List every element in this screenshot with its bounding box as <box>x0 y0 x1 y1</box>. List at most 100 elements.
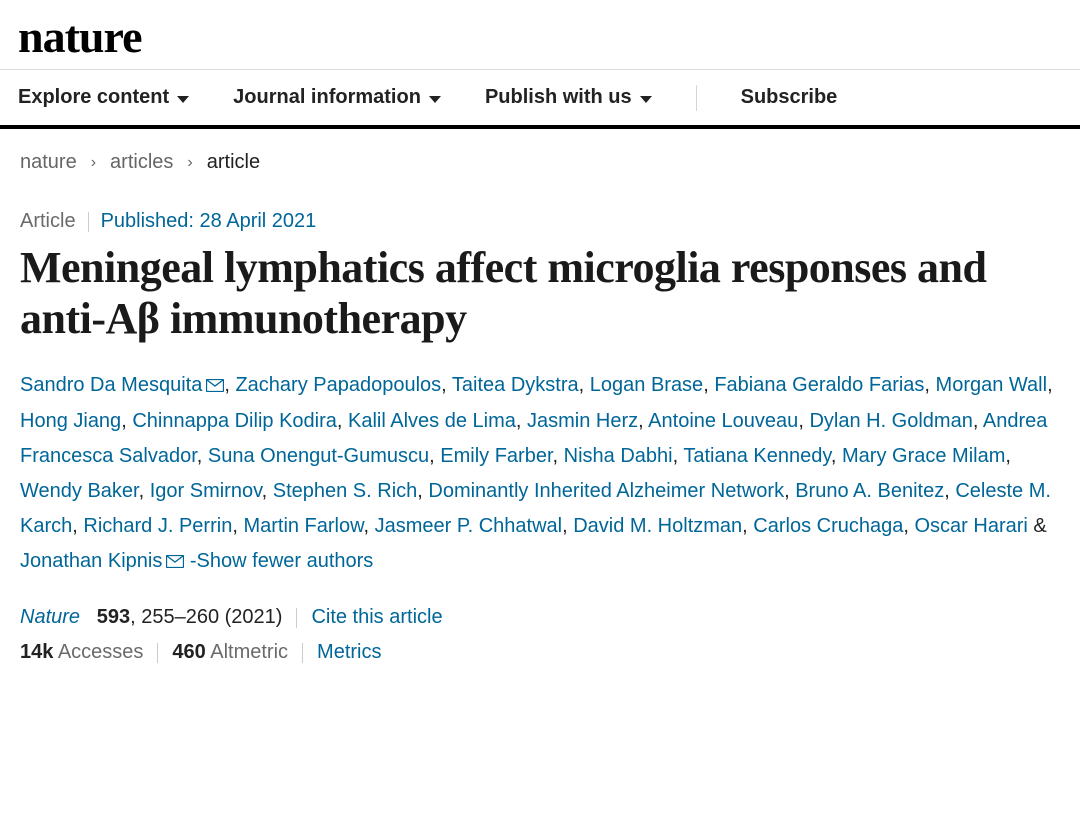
breadcrumb-link[interactable]: nature <box>20 151 77 174</box>
author-link[interactable]: Oscar Harari <box>914 515 1027 537</box>
author-link[interactable]: Suna Onengut-Gumuscu <box>208 445 429 467</box>
author-link[interactable]: Hong Jiang <box>20 410 121 432</box>
metrics-divider-1 <box>157 643 158 663</box>
article-content: nature › articles › article Article Publish… <box>0 129 1080 684</box>
author-separator: , <box>742 515 753 537</box>
author-link[interactable]: Dylan H. Goldman <box>809 410 972 432</box>
author-separator: , <box>121 410 132 432</box>
author-separator: , <box>638 410 648 432</box>
chevron-down-icon <box>177 96 189 103</box>
author-separator: , <box>579 374 590 396</box>
author-separator: , <box>924 374 935 396</box>
journal-name[interactable]: Nature <box>20 606 80 628</box>
author-separator: , <box>429 445 440 467</box>
author-link[interactable]: Zachary Papadopoulos <box>235 374 441 396</box>
author-link[interactable]: Tatiana Kennedy <box>683 445 831 467</box>
author-link[interactable]: Kalil Alves de Lima <box>348 410 516 432</box>
author-link[interactable]: Nisha Dabhi <box>564 445 673 467</box>
author-separator: , <box>553 445 564 467</box>
logo-bar: nature <box>0 0 1080 69</box>
author-link[interactable]: Igor Smirnov <box>150 480 262 502</box>
nav-item-label: Explore content <box>18 86 169 109</box>
accesses-count: 14k <box>20 641 53 663</box>
author-separator: , <box>363 515 374 537</box>
author-link[interactable]: Stephen S. Rich <box>273 480 418 502</box>
author-separator: , <box>441 374 452 396</box>
meta-divider <box>88 212 89 232</box>
nav-item-label: Journal information <box>233 86 421 109</box>
article-title: Meningeal lymphatics affect microglia re… <box>20 243 1060 344</box>
author-link[interactable]: Carlos Cruchaga <box>753 515 903 537</box>
author-separator: , <box>673 445 684 467</box>
metrics-link[interactable]: Metrics <box>317 641 381 664</box>
article-type: Article <box>20 210 76 233</box>
author-list: Sandro Da Mesquita, Zachary Papadopoulos… <box>20 368 1060 580</box>
chevron-down-icon <box>640 96 652 103</box>
breadcrumb-current: article <box>207 151 260 174</box>
citation-row: Nature 593, 255–260 (2021) Cite this art… <box>20 606 1060 629</box>
accesses-label: Accesses <box>58 641 144 663</box>
article-published-date: Published: 28 April 2021 <box>101 210 317 233</box>
chevron-right-icon: › <box>187 154 192 172</box>
breadcrumb-link[interactable]: articles <box>110 151 173 174</box>
author-link[interactable]: Bruno A. Benitez <box>795 480 944 502</box>
mail-icon[interactable] <box>206 369 224 404</box>
author-separator: , <box>139 480 150 502</box>
citation-volume: 593 <box>97 606 130 628</box>
breadcrumb: nature › articles › article <box>20 151 1060 174</box>
author-link[interactable]: Sandro Da Mesquita <box>20 374 202 396</box>
main-nav: Explore content Journal information Publis… <box>0 70 1080 129</box>
nav-subscribe-label: Subscribe <box>741 86 838 109</box>
article-meta: Article Published: 28 April 2021 <box>20 210 1060 233</box>
author-link[interactable]: Jasmeer P. Chhatwal <box>375 515 563 537</box>
nav-item-label: Publish with us <box>485 86 632 109</box>
author-separator: , <box>784 480 795 502</box>
nav-divider <box>696 85 697 111</box>
author-separator: , <box>1047 374 1053 396</box>
author-link[interactable]: Jasmin Herz <box>527 410 638 432</box>
author-link[interactable]: Emily Farber <box>440 445 552 467</box>
author-separator: , <box>944 480 955 502</box>
nav-item-explore-content[interactable]: Explore content <box>18 70 189 125</box>
altmetric-count: 460 <box>172 641 205 663</box>
author-link[interactable]: Jonathan Kipnis <box>20 550 162 572</box>
mail-icon[interactable] <box>166 545 184 580</box>
nav-item-publish-with-us[interactable]: Publish with us <box>485 70 652 125</box>
author-link[interactable]: Fabiana Geraldo Farias <box>714 374 924 396</box>
nav-item-journal-information[interactable]: Journal information <box>233 70 441 125</box>
author-separator: , <box>798 410 809 432</box>
cite-article-link[interactable]: Cite this article <box>311 606 442 629</box>
author-link[interactable]: Mary Grace Milam <box>842 445 1005 467</box>
metrics-divider-2 <box>302 643 303 663</box>
author-link[interactable]: Richard J. Perrin <box>83 515 232 537</box>
author-link[interactable]: Chinnappa Dilip Kodira <box>132 410 337 432</box>
author-link[interactable]: Dominantly Inherited Alzheimer Network <box>428 480 784 502</box>
nav-subscribe[interactable]: Subscribe <box>741 70 838 125</box>
author-separator: , <box>232 515 243 537</box>
author-separator: , <box>417 480 428 502</box>
author-link[interactable]: Wendy Baker <box>20 480 139 502</box>
author-link[interactable]: Antoine Louveau <box>648 410 798 432</box>
author-separator: , <box>516 410 527 432</box>
site-logo[interactable]: nature <box>18 10 1062 63</box>
author-separator: , <box>831 445 842 467</box>
author-separator: , <box>72 515 83 537</box>
altmetric-label: Altmetric <box>210 641 288 663</box>
author-separator: , <box>262 480 273 502</box>
author-separator: , <box>197 445 208 467</box>
author-link[interactable]: Logan Brase <box>590 374 703 396</box>
toggle-authors-link[interactable]: -Show fewer authors <box>190 550 373 572</box>
author-link[interactable]: Taitea Dykstra <box>452 374 579 396</box>
author-separator: , <box>973 410 983 432</box>
citation-pages: , 255–260 (2021) <box>130 606 282 628</box>
author-separator: , <box>703 374 714 396</box>
author-separator: , <box>562 515 573 537</box>
chevron-right-icon: › <box>91 154 96 172</box>
chevron-down-icon <box>429 96 441 103</box>
author-link[interactable]: Martin Farlow <box>243 515 363 537</box>
author-separator: , <box>224 374 235 396</box>
author-separator: , <box>1005 445 1011 467</box>
author-link[interactable]: Morgan Wall <box>936 374 1048 396</box>
author-link[interactable]: David M. Holtzman <box>573 515 742 537</box>
citation-divider <box>296 608 297 628</box>
